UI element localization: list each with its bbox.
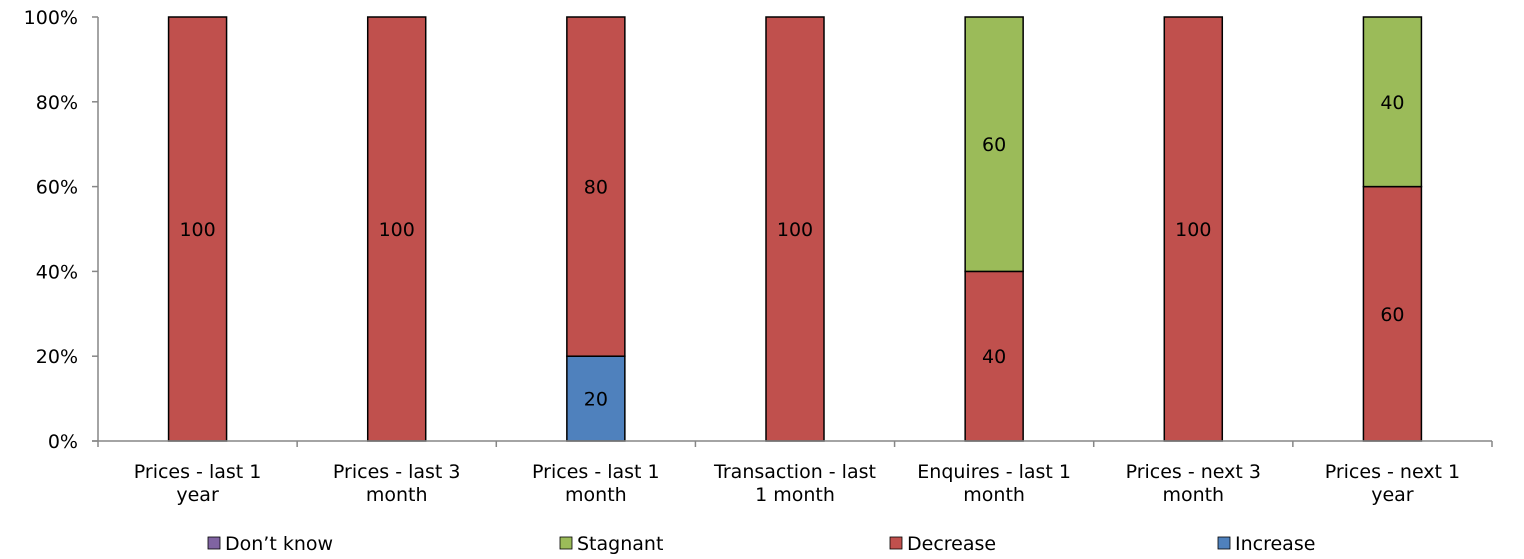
bar-segment-decrease-1 xyxy=(366,16,427,442)
data-labels-group: 100 100 20 80 100 40 60 100 60 40 xyxy=(179,92,1404,411)
legend-swatch-don-t-know xyxy=(207,536,221,550)
bar-segment-decrease-2 xyxy=(566,16,626,357)
bar-segment-decrease-5 xyxy=(1163,16,1224,442)
bar-segment-decrease-0 xyxy=(167,16,228,442)
data-label: 100 xyxy=(379,219,415,241)
y-tick-label: 100% xyxy=(24,7,78,29)
data-label: 20 xyxy=(584,389,608,411)
bars-group xyxy=(167,16,1423,442)
bar-segment-stagnant-4 xyxy=(964,16,1024,273)
x-tick-label: Transaction - last 1 month xyxy=(713,461,876,506)
y-tick-label: 80% xyxy=(36,92,78,114)
legend-label: Decrease xyxy=(907,533,996,555)
legend-swatch-stagnant xyxy=(559,536,573,550)
y-tick-label: 20% xyxy=(36,346,78,368)
data-label: 100 xyxy=(179,219,215,241)
legend-swatch-decrease xyxy=(889,536,903,550)
data-label: 100 xyxy=(1175,219,1211,241)
data-label: 40 xyxy=(1380,92,1404,114)
x-tick-label: Prices - last 1 year xyxy=(134,461,262,506)
data-label: 100 xyxy=(777,219,813,241)
data-label: 60 xyxy=(1380,304,1404,326)
legend-swatch-increase xyxy=(1217,536,1231,550)
x-tick-label: Enquires - last 1 month xyxy=(917,461,1071,506)
legend: Don’t know Stagnant Decrease Increase xyxy=(207,533,1315,555)
axes-group: 0% 20% 40% 60% 80% 100% Prices - last 1 year Pri… xyxy=(24,7,1493,506)
data-label: 40 xyxy=(982,346,1006,368)
data-label: 80 xyxy=(584,177,608,199)
y-tick-label: 40% xyxy=(36,261,78,283)
x-tick-label: Prices - next 3 month xyxy=(1126,461,1261,506)
x-tick-label: Prices - last 3 month xyxy=(333,461,461,506)
legend-label: Increase xyxy=(1235,533,1315,555)
y-tick-label: 0% xyxy=(48,431,78,453)
y-tick-label: 60% xyxy=(36,177,78,199)
data-label: 60 xyxy=(982,134,1006,156)
x-tick-label: Prices - last 1 month xyxy=(532,461,660,506)
bar-segment-decrease-4 xyxy=(964,270,1024,442)
legend-label: Don’t know xyxy=(225,533,333,555)
bar-segment-stagnant-6 xyxy=(1362,16,1423,188)
legend-label: Stagnant xyxy=(577,533,663,555)
x-tick-label: Prices - next 1 year xyxy=(1325,461,1460,506)
